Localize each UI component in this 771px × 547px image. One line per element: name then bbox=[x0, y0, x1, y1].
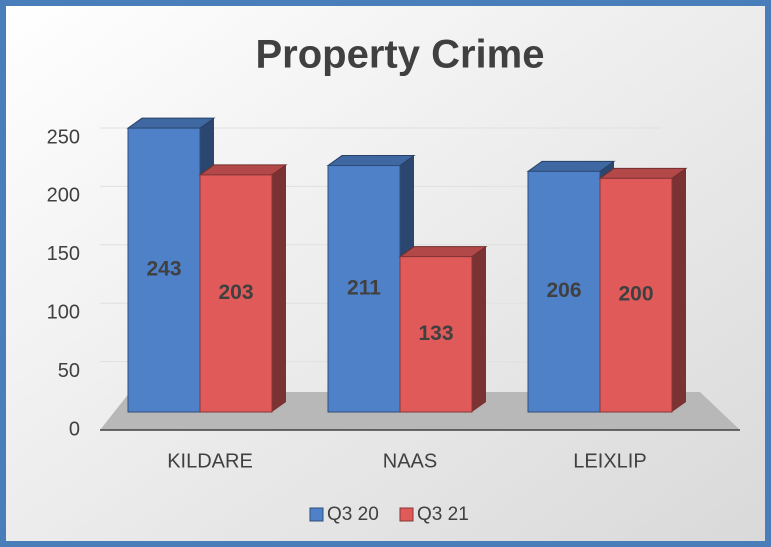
value-label: 211 bbox=[347, 276, 381, 299]
bar-side bbox=[272, 164, 286, 412]
value-label: 206 bbox=[546, 279, 581, 302]
y-tick-label: 0 bbox=[69, 418, 80, 440]
bar-top bbox=[526, 160, 616, 172]
y-tick-label: 100 bbox=[47, 301, 80, 323]
value-label: 200 bbox=[618, 283, 653, 306]
y-tick-label: 200 bbox=[47, 185, 80, 207]
bar-top bbox=[326, 155, 416, 167]
x-tick-label: KILDARE bbox=[167, 450, 253, 472]
bar bbox=[198, 164, 288, 413]
bar-front bbox=[199, 174, 273, 413]
bar-front bbox=[599, 177, 673, 413]
bar-side bbox=[472, 246, 486, 412]
x-tick-label: NAAS bbox=[383, 450, 437, 472]
bar-top bbox=[198, 164, 288, 176]
bar-side bbox=[672, 168, 686, 412]
value-label: 243 bbox=[146, 258, 181, 281]
x-tick-label: LEIXLIP bbox=[573, 450, 646, 472]
chart-title: Property Crime bbox=[256, 33, 545, 77]
value-label: 203 bbox=[218, 281, 253, 304]
legend-swatch bbox=[309, 507, 324, 522]
value-label: 133 bbox=[418, 322, 453, 345]
bar-top bbox=[126, 117, 216, 129]
legend-label: Q3 21 bbox=[417, 504, 469, 525]
bar-top bbox=[398, 246, 488, 258]
bar bbox=[398, 246, 488, 413]
y-tick-label: 250 bbox=[47, 126, 80, 148]
y-tick-label: 50 bbox=[58, 360, 80, 382]
bar-top bbox=[598, 167, 688, 179]
y-tick-label: 150 bbox=[47, 243, 80, 265]
bar-front bbox=[127, 127, 201, 413]
legend-swatch bbox=[399, 507, 414, 522]
bar bbox=[598, 167, 688, 413]
bar-front bbox=[399, 256, 473, 413]
legend-label: Q3 20 bbox=[327, 504, 379, 525]
